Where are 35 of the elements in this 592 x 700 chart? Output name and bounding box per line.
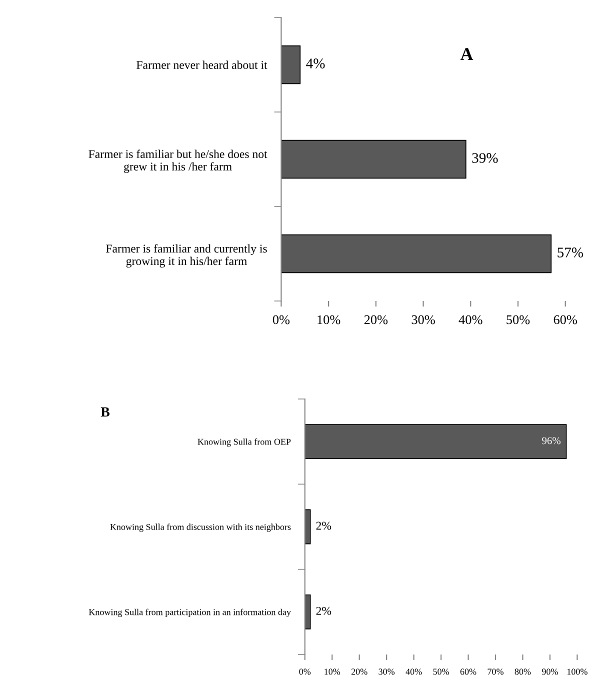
x-tick-label: 100% (567, 668, 588, 675)
data-label: 2% (316, 606, 332, 615)
y-tick-label: Farmer is familiar and currently is growing it in his/her farm (106, 244, 267, 268)
y-tick-label: Knowing Sulla from discussion with its neighbors (110, 524, 291, 532)
x-tick-label: 60% (554, 315, 578, 324)
bar (281, 234, 552, 274)
bar (281, 45, 301, 84)
data-label: 57% (558, 248, 584, 258)
x-tick-label: 20% (351, 668, 368, 675)
y-tick-label: Farmer never heard about it (136, 60, 268, 69)
data-label: 4% (306, 58, 325, 68)
x-tick-label: 40% (406, 668, 422, 675)
text: B (100, 407, 110, 417)
y-tick-label: Farmer is familiar but he/she does not grew it in his /her farm (88, 150, 268, 173)
x-tick-label: 80% (514, 668, 531, 675)
x-tick-label: 50% (433, 668, 450, 675)
x-tick-label: 90% (542, 668, 558, 675)
x-tick-label: 10% (324, 668, 340, 675)
x-tick-label: 30% (378, 668, 395, 675)
x-tick-label: 10% (318, 315, 340, 324)
text: A (460, 48, 474, 60)
data-label: 2% (316, 522, 332, 530)
bar (281, 140, 466, 179)
x-tick-label: 0% (272, 315, 290, 324)
x-tick-label: 0% (299, 668, 311, 675)
x-tick-label: 30% (412, 315, 435, 324)
x-tick-label: 70% (488, 668, 504, 675)
x-tick-label: 50% (506, 315, 530, 324)
x-tick-label: 40% (458, 315, 482, 324)
y-tick-label: Knowing Sulla from OEP (198, 438, 291, 447)
x-tick-label: 60% (460, 668, 476, 675)
y-tick-label: Knowing Sulla from participation in an information day (88, 608, 291, 618)
data-label: 39% (472, 153, 498, 163)
data-label: 96% (542, 437, 561, 444)
x-tick-label: 20% (364, 315, 388, 324)
